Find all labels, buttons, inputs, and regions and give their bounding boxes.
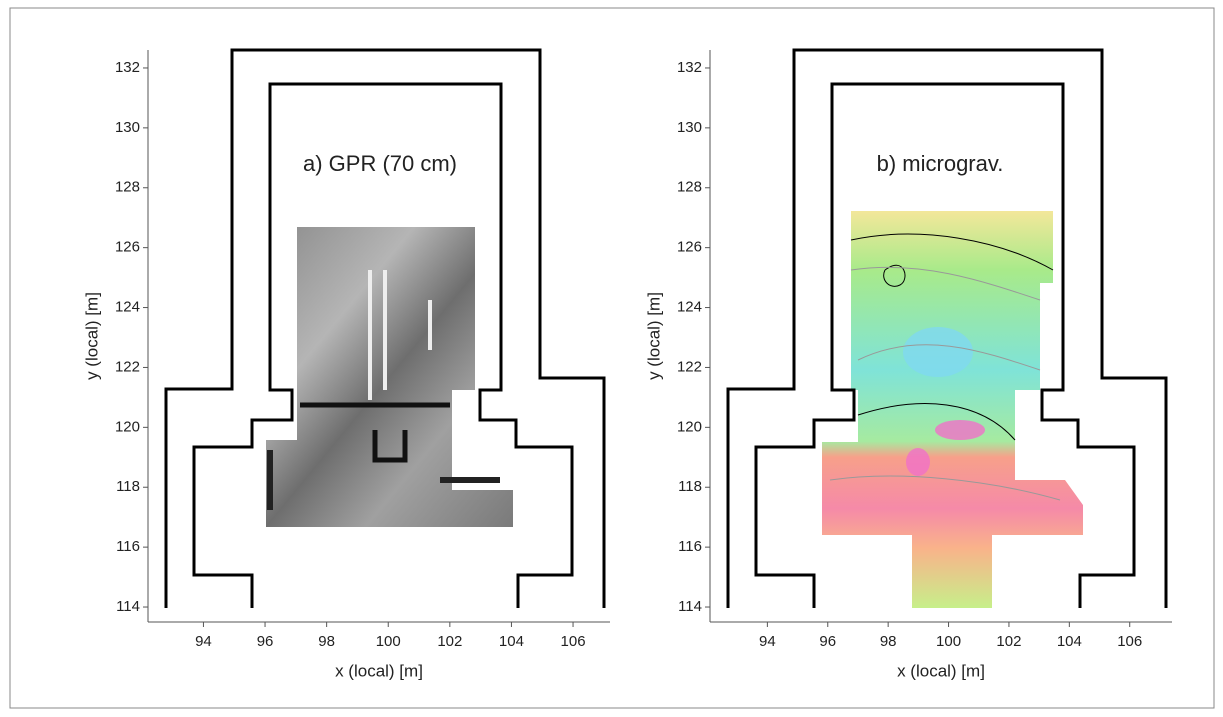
x-tick-label: 104 (499, 633, 524, 650)
y-tick-label: 132 (677, 59, 702, 76)
y-tick-label: 128 (115, 179, 140, 196)
y-tick-label: 130 (677, 119, 702, 136)
panel-title: b) micrograv. (877, 151, 1004, 176)
x-tick-label: 106 (1117, 633, 1142, 650)
x-tick-label: 98 (880, 633, 897, 650)
y-tick-label: 114 (678, 598, 702, 615)
y-tick-label: 116 (678, 538, 702, 555)
y-tick-label: 122 (115, 358, 140, 375)
y-tick-label: 120 (677, 418, 702, 435)
panel-title: a) GPR (70 cm) (303, 151, 457, 176)
x-tick-label: 102 (996, 633, 1021, 650)
x-tick-label: 104 (1057, 633, 1082, 650)
y-tick-label: 124 (115, 299, 140, 316)
x-tick-label: 96 (819, 633, 836, 650)
y-tick-label: 130 (115, 119, 140, 136)
y-axis-label: y (local) [m] (82, 292, 101, 380)
gravity-image (822, 211, 1083, 608)
gpr-image (266, 227, 513, 527)
x-tick-label: 94 (759, 633, 776, 650)
y-tick-label: 122 (677, 358, 702, 375)
y-tick-label: 114 (116, 598, 140, 615)
x-tick-label: 98 (318, 633, 335, 650)
y-tick-label: 116 (116, 538, 140, 555)
y-tick-label: 118 (678, 478, 702, 495)
x-tick-label: 102 (437, 633, 462, 650)
y-tick-label: 128 (677, 179, 702, 196)
y-tick-label: 124 (677, 299, 702, 316)
y-tick-label: 120 (115, 418, 140, 435)
y-tick-label: 118 (116, 478, 140, 495)
y-tick-label: 126 (677, 239, 702, 256)
x-tick-label: 96 (257, 633, 274, 650)
y-axis-label: y (local) [m] (644, 292, 663, 380)
y-tick-label: 132 (115, 59, 140, 76)
x-tick-label: 100 (936, 633, 961, 650)
x-tick-label: 100 (376, 633, 401, 650)
y-tick-label: 126 (115, 239, 140, 256)
x-axis-label: x (local) [m] (335, 661, 423, 680)
x-tick-label: 106 (561, 633, 586, 650)
x-axis-label: x (local) [m] (897, 661, 985, 680)
x-tick-label: 94 (195, 633, 212, 650)
figure: 114 116 118 120 122 124 126 128 130 132 94 96 98 100 1… (0, 0, 1223, 717)
